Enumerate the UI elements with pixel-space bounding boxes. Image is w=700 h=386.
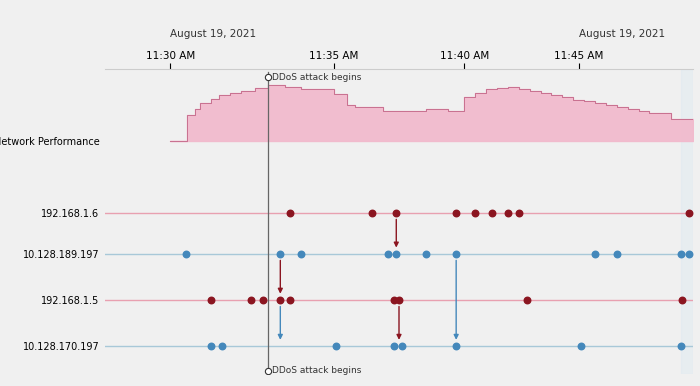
Text: August 19, 2021: August 19, 2021: [170, 29, 256, 39]
Point: [331, 343, 342, 349]
Point: [274, 251, 286, 257]
Text: DDoS attack begins: DDoS attack begins: [272, 73, 361, 82]
Point: [522, 297, 533, 303]
Point: [180, 251, 191, 257]
Point: [676, 297, 687, 303]
Point: [421, 251, 432, 257]
Bar: [681, 69, 693, 374]
Point: [576, 343, 587, 349]
Point: [676, 343, 687, 349]
Point: [396, 343, 407, 349]
Text: DDoS attack begins: DDoS attack begins: [272, 366, 361, 375]
Text: August 19, 2021: August 19, 2021: [579, 29, 665, 39]
Point: [391, 251, 402, 257]
Point: [676, 251, 687, 257]
Point: [366, 210, 377, 216]
Point: [393, 297, 405, 303]
Point: [451, 210, 462, 216]
Point: [470, 210, 481, 216]
Point: [206, 343, 217, 349]
Point: [683, 251, 694, 257]
Point: [451, 251, 462, 257]
Point: [589, 251, 601, 257]
Point: [391, 210, 402, 216]
Point: [295, 251, 307, 257]
Point: [274, 297, 286, 303]
Point: [388, 343, 399, 349]
Point: [683, 210, 694, 216]
Point: [611, 251, 622, 257]
Point: [513, 210, 524, 216]
Point: [216, 343, 228, 349]
Point: [486, 210, 497, 216]
Point: [206, 297, 217, 303]
Point: [284, 210, 295, 216]
Point: [503, 210, 514, 216]
Point: [258, 297, 269, 303]
Point: [245, 297, 256, 303]
Point: [284, 297, 295, 303]
Point: [382, 251, 393, 257]
Point: [388, 297, 399, 303]
Point: [451, 343, 462, 349]
